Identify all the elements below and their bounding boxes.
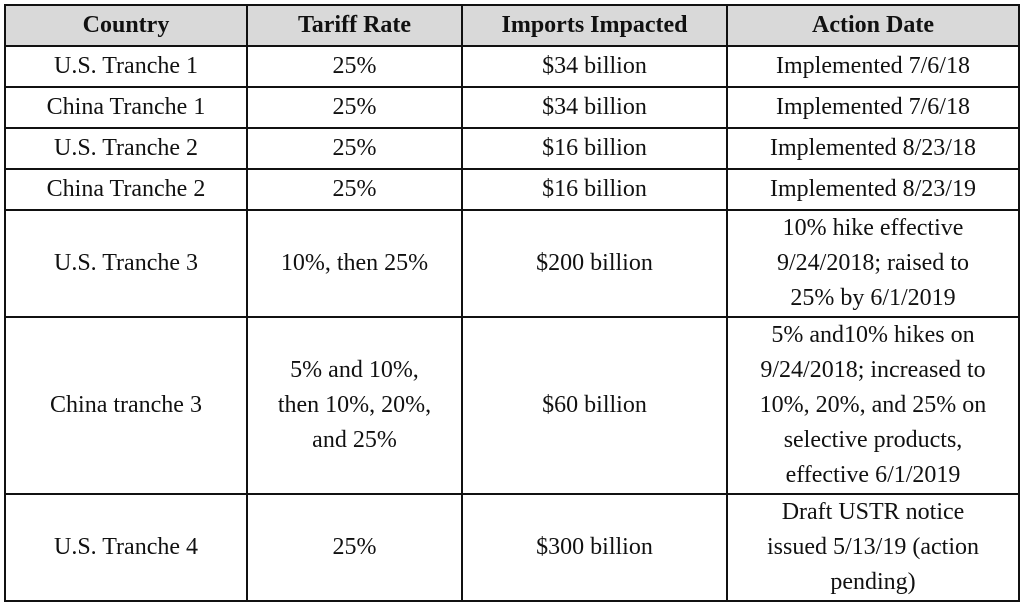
cell-country: U.S. Tranche 2 bbox=[4, 127, 248, 170]
cell-imports: $16 billion bbox=[461, 168, 728, 211]
cell-imports: $34 billion bbox=[461, 86, 728, 129]
cell-tariff-rate: 25% bbox=[246, 45, 463, 88]
cell-action-date: Draft USTR notice issued 5/13/19 (action… bbox=[726, 493, 1020, 602]
tariff-table-container: Country Tariff Rate Imports Impacted Act… bbox=[4, 4, 1020, 602]
cell-imports: $16 billion bbox=[461, 127, 728, 170]
table-row: U.S. Tranche 3 10%, then 25% $200 billio… bbox=[4, 209, 1020, 318]
cell-action-date: 10% hike effective 9/24/2018; raised to … bbox=[726, 209, 1020, 318]
header-row: Country Tariff Rate Imports Impacted Act… bbox=[4, 4, 1020, 47]
cell-tariff-rate: 10%, then 25% bbox=[246, 209, 463, 318]
cell-tariff-rate: 25% bbox=[246, 86, 463, 129]
cell-action-date: Implemented 7/6/18 bbox=[726, 86, 1020, 129]
cell-country: China Tranche 2 bbox=[4, 168, 248, 211]
cell-country: U.S. Tranche 3 bbox=[4, 209, 248, 318]
table-row: China tranche 3 5% and 10%, then 10%, 20… bbox=[4, 316, 1020, 495]
cell-country: China Tranche 1 bbox=[4, 86, 248, 129]
table-row: U.S. Tranche 1 25% $34 billion Implement… bbox=[4, 45, 1020, 88]
cell-imports: $60 billion bbox=[461, 316, 728, 495]
cell-imports: $200 billion bbox=[461, 209, 728, 318]
cell-imports: $300 billion bbox=[461, 493, 728, 602]
cell-tariff-rate: 25% bbox=[246, 493, 463, 602]
cell-tariff-rate: 25% bbox=[246, 168, 463, 211]
cell-action-date: 5% and10% hikes on 9/24/2018; increased … bbox=[726, 316, 1020, 495]
header-action-date: Action Date bbox=[726, 4, 1020, 47]
cell-imports: $34 billion bbox=[461, 45, 728, 88]
cell-country: U.S. Tranche 1 bbox=[4, 45, 248, 88]
table-row: U.S. Tranche 4 25% $300 billion Draft US… bbox=[4, 493, 1020, 602]
cell-action-date: Implemented 7/6/18 bbox=[726, 45, 1020, 88]
table-row: China Tranche 2 25% $16 billion Implemen… bbox=[4, 168, 1020, 211]
header-country: Country bbox=[4, 4, 248, 47]
cell-tariff-rate: 25% bbox=[246, 127, 463, 170]
table-row: China Tranche 1 25% $34 billion Implemen… bbox=[4, 86, 1020, 129]
cell-action-date: Implemented 8/23/19 bbox=[726, 168, 1020, 211]
header-tariff-rate: Tariff Rate bbox=[246, 4, 463, 47]
tariff-table: Country Tariff Rate Imports Impacted Act… bbox=[4, 4, 1020, 602]
header-imports-impacted: Imports Impacted bbox=[461, 4, 728, 47]
cell-country: U.S. Tranche 4 bbox=[4, 493, 248, 602]
cell-country: China tranche 3 bbox=[4, 316, 248, 495]
table-row: U.S. Tranche 2 25% $16 billion Implement… bbox=[4, 127, 1020, 170]
cell-tariff-rate: 5% and 10%, then 10%, 20%, and 25% bbox=[246, 316, 463, 495]
cell-action-date: Implemented 8/23/18 bbox=[726, 127, 1020, 170]
